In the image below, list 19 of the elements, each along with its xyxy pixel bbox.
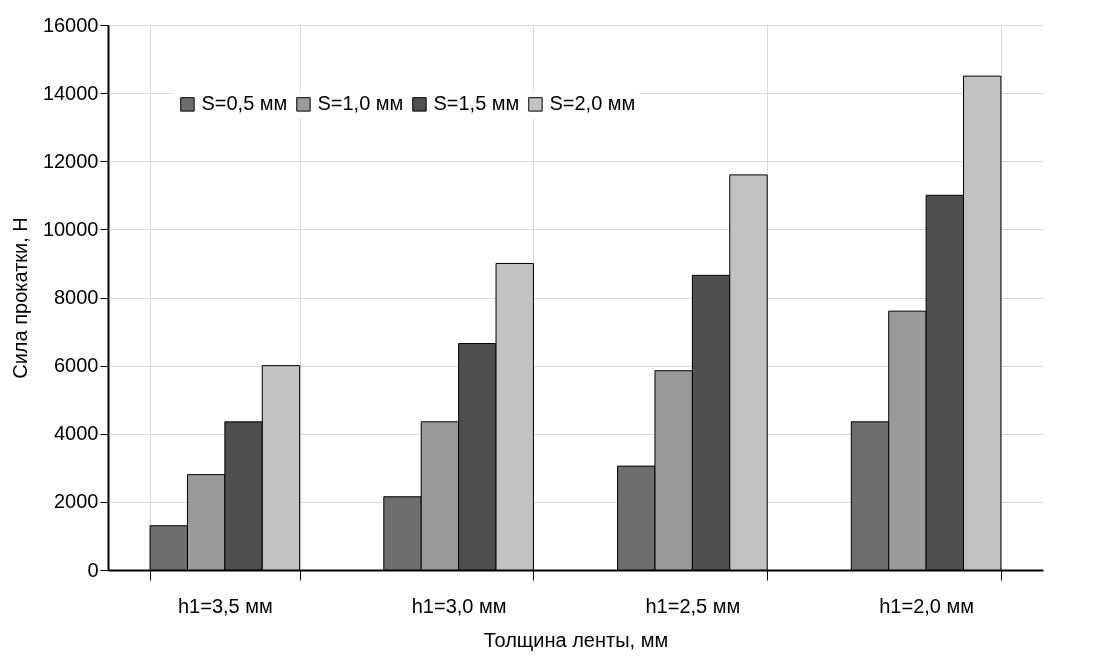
x-tick-label: h1=3,0 мм: [411, 594, 507, 617]
y-tick-label: 2000: [54, 490, 99, 513]
y-tick-label: 4000: [54, 422, 99, 445]
x-tick-label: h1=2,0 мм: [879, 594, 975, 617]
x-axis-title: Толщина ленты, мм: [483, 628, 669, 651]
x-tick-label: h1=3,5 мм: [177, 594, 273, 617]
y-tick-label: 8000: [54, 286, 99, 308]
y-tick-label: 14000: [42, 81, 99, 104]
legend-label: S=1,5 мм: [433, 92, 520, 115]
legend-label: S=0,5 мм: [201, 92, 288, 115]
x-tick-label: h1=2,5 мм: [645, 594, 741, 617]
legend-label: S=1,0 мм: [317, 92, 404, 115]
y-tick-label: 10000: [42, 217, 99, 240]
y-tick-label: 0: [87, 558, 99, 581]
y-tick-label: 12000: [42, 149, 99, 172]
y-tick-label: 16000: [42, 13, 99, 36]
y-axis-title: Сила прокатки, Н: [8, 217, 31, 379]
y-tick-label: 6000: [54, 354, 99, 377]
legend-label: S=2,0 мм: [549, 92, 636, 115]
